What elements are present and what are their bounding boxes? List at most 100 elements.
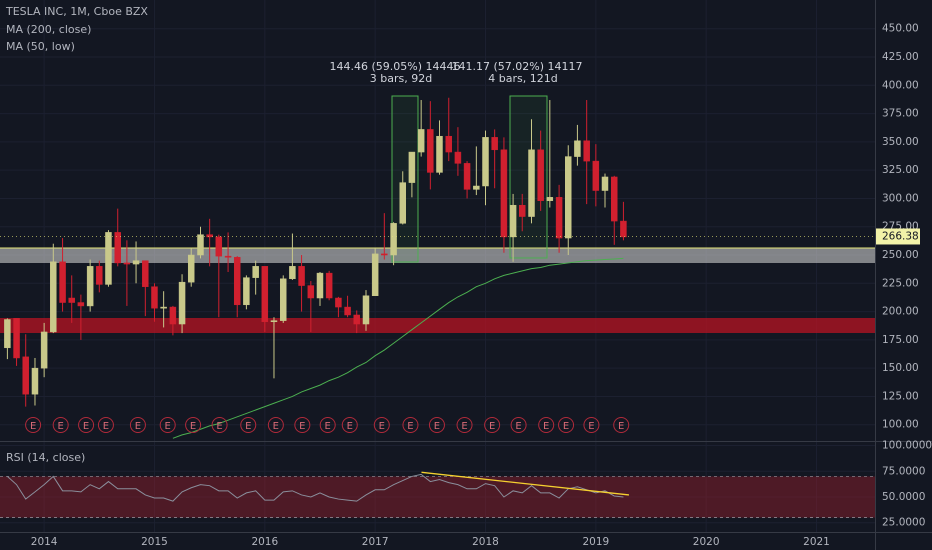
candle-body [537,149,544,201]
earnings-label: E [515,421,521,432]
candle-body [252,266,259,278]
earnings-marker [402,417,419,433]
candle-body [381,253,388,256]
earnings-marker [129,417,146,433]
earnings-marker [456,417,473,433]
legend-entry: MA (200, close) [6,23,91,36]
candle-body [454,151,462,164]
earnings-label: E [618,421,624,432]
candle-body [151,286,158,309]
candle-body [463,163,471,190]
candle-body [86,266,94,307]
candle-body [390,223,397,256]
earnings-label: E [216,421,222,432]
candle-body [40,331,48,369]
earnings-label: E [245,421,251,432]
earnings-marker [341,417,358,433]
earnings-label: E [58,421,64,432]
rsi-title: RSI (14, close) [6,451,85,464]
candle-body [335,297,342,308]
candle-body [611,176,618,222]
candle-body [169,306,177,325]
rsi-tick-label: 25.0000 [882,517,925,529]
candle-body [59,261,66,303]
earnings-marker [159,417,176,433]
earnings-label: E [489,421,495,432]
earnings-label: E [347,421,353,432]
candle-body [279,278,287,321]
y-tick-label: 425.00 [882,51,919,63]
x-tick-label: 2020 [693,536,720,548]
candle-body [344,306,351,316]
earnings-marker [267,417,284,433]
candle-body [243,277,250,306]
earnings-marker [373,417,390,433]
candle-body [555,197,563,239]
candle-body [482,137,489,187]
candle-body [224,255,232,258]
candle-body [215,236,223,257]
y-tick-label: 200.00 [882,306,919,318]
earnings-label: E [588,421,594,432]
candle-body [500,149,508,238]
candle-body [96,266,103,285]
earnings-marker [484,417,501,433]
support-zone [0,248,875,263]
candle-body [445,135,453,153]
y-tick-label: 450.00 [882,23,919,35]
x-tick-label: 2018 [472,536,499,548]
rsi-line [7,473,624,502]
candle-body [509,204,517,238]
earnings-label: E [563,421,569,432]
last-price-box [876,228,920,245]
candle-body [160,306,167,309]
y-tick-label: 125.00 [882,390,919,402]
earnings-marker [185,417,202,433]
earnings-marker [538,417,555,433]
earnings-marker [558,417,575,433]
earnings-label: E [103,421,109,432]
labels: TESLA INC, 1M, Cboe BZX MA (200, close) … [5,5,583,464]
rsi-band [0,476,875,518]
x-tick-label: 2014 [31,536,58,548]
grid [0,0,875,532]
earnings-label: E [434,421,440,432]
y-tick-label: 175.00 [882,334,919,346]
earnings-label: E [543,421,549,432]
y-tick-label: 300.00 [882,192,919,204]
candle-body [289,266,296,280]
earnings-marker [319,417,336,433]
earnings-label: E [30,421,36,432]
candle-body [399,182,406,224]
axes: 450.00 425.00 400.00 375.00 350.00 325.00 300.… [31,23,932,548]
earnings-marker [211,417,228,433]
earnings-marker [52,417,69,433]
annotation: 141.17 (57.02%) 14117 [451,60,582,73]
rsi-tick-label: 100.0000 [882,440,932,452]
earnings-marker [428,417,445,433]
legend-entry: MA (50, low) [6,40,75,53]
candle-body [408,151,416,183]
y-tick-label: 100.00 [882,419,919,431]
candle-body [77,302,85,307]
earnings-marker [613,417,630,433]
rsi-trendline [421,471,630,496]
candle-body [436,135,443,173]
earnings-label: E [165,421,171,432]
candle-body [574,140,581,157]
candle-body [427,129,434,173]
candle-body [491,137,498,151]
x-tick-label: 2017 [362,536,389,548]
candle-body [620,220,627,238]
x-tick-label: 2016 [251,536,278,548]
earnings-marker [25,417,42,433]
candle-body [13,318,20,359]
candle-body [325,272,333,299]
rsi-tick-label: 50.0000 [882,491,925,503]
y-tick-label: 400.00 [882,79,919,91]
annotation: 4 bars, 121d [488,72,557,85]
